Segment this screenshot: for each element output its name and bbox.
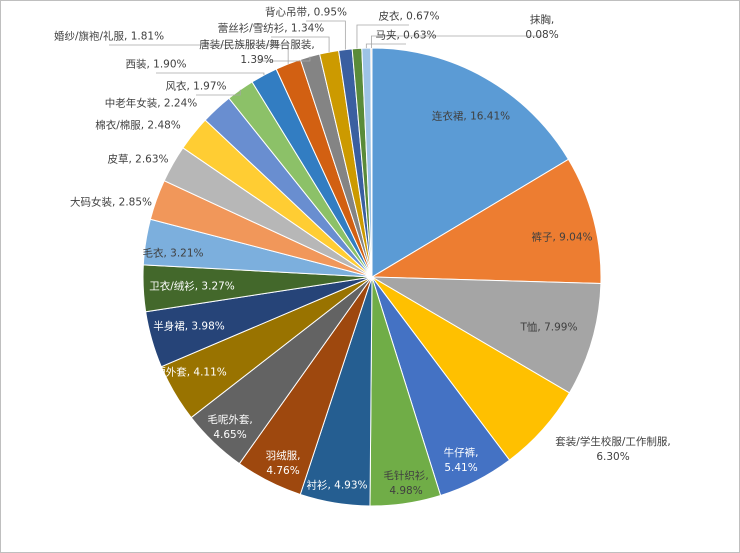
data-label: 背心吊带, 0.95% (264, 6, 348, 19)
pie-slice (371, 47, 570, 278)
data-label: 毛针织衫, 4.98% (383, 470, 429, 497)
data-label: 连衣裙, 16.41% (431, 110, 511, 123)
data-label: 大码女装, 2.85% (69, 196, 153, 209)
pie-slice (370, 47, 373, 278)
data-label: 短外套, 4.11% (155, 366, 227, 379)
data-label: 套装/学生校服/工作制服, 6.30% (555, 436, 671, 463)
data-label: 卫衣/绒衫, 3.27% (149, 280, 235, 293)
leader-line (271, 36, 330, 53)
data-label: 唐装/民族服装/舞台服装, 1.39% (199, 39, 315, 66)
data-label: T恤, 7.99% (520, 321, 578, 334)
leader-line (109, 44, 289, 64)
data-label: 衬衫, 4.93% (306, 479, 368, 492)
data-label: 牛仔裤, 5.41% (443, 447, 479, 474)
pie-slice (371, 276, 602, 394)
data-label: 中老年女装, 2.24% (104, 97, 198, 110)
data-label: 皮衣, 0.67% (378, 10, 440, 23)
leader-line (257, 56, 311, 62)
data-label: 婚纱/旗袍/礼服, 1.81% (53, 30, 165, 43)
data-label: 裤子, 9.04% (531, 231, 593, 244)
data-label: 西装, 1.90% (125, 58, 187, 71)
data-label: 马夹, 0.63% (375, 29, 437, 42)
data-label: 蕾丝衫/雪纺衫, 1.34% (217, 22, 325, 35)
data-label: 毛呢外套, 4.65% (207, 414, 253, 441)
data-label: 风衣, 1.97% (165, 80, 227, 93)
leader-line (356, 24, 409, 49)
leader-line (371, 35, 542, 49)
data-label: 半身裙, 3.98% (153, 320, 225, 333)
data-label: 棉衣/棉服, 2.48% (95, 119, 181, 132)
data-label: 毛衣, 3.21% (142, 247, 204, 260)
leader-line (365, 43, 406, 49)
data-label: 皮草, 2.63% (107, 153, 169, 166)
leader-line (196, 89, 241, 96)
leader-line (306, 20, 346, 50)
data-label: 抹胸, 0.08% (525, 14, 559, 41)
data-label: 羽绒服, 4.76% (265, 450, 301, 477)
pie-slice (370, 158, 602, 285)
leader-line (156, 72, 265, 76)
